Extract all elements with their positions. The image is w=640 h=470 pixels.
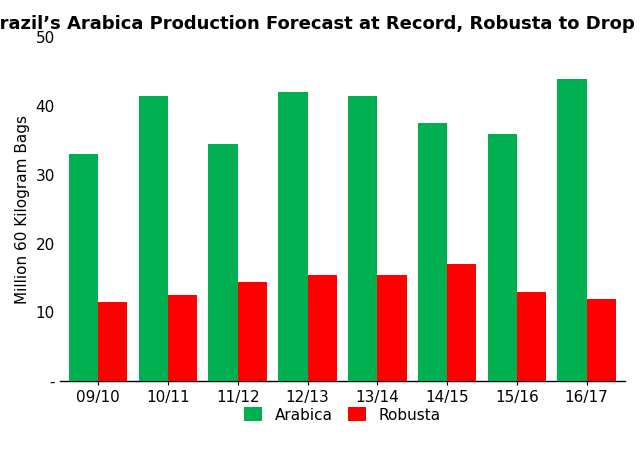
Legend: Arabica, Robusta: Arabica, Robusta <box>238 401 447 429</box>
Bar <box>98 302 127 381</box>
Bar <box>488 133 517 381</box>
Title: Brazil’s Arabica Production Forecast at Record, Robusta to Drop Again: Brazil’s Arabica Production Forecast at … <box>0 15 640 33</box>
Bar <box>139 96 168 381</box>
Bar <box>587 299 616 381</box>
Bar <box>209 144 237 381</box>
Bar <box>557 78 587 381</box>
Bar <box>348 96 378 381</box>
Bar <box>168 295 197 381</box>
Bar <box>237 282 267 381</box>
Y-axis label: Million 60 Kilogram Bags: Million 60 Kilogram Bags <box>15 115 30 304</box>
Bar <box>307 274 337 381</box>
Bar <box>447 264 476 381</box>
Bar <box>69 154 98 381</box>
Bar <box>378 274 406 381</box>
Bar <box>517 292 546 381</box>
Bar <box>418 123 447 381</box>
Bar <box>278 93 307 381</box>
